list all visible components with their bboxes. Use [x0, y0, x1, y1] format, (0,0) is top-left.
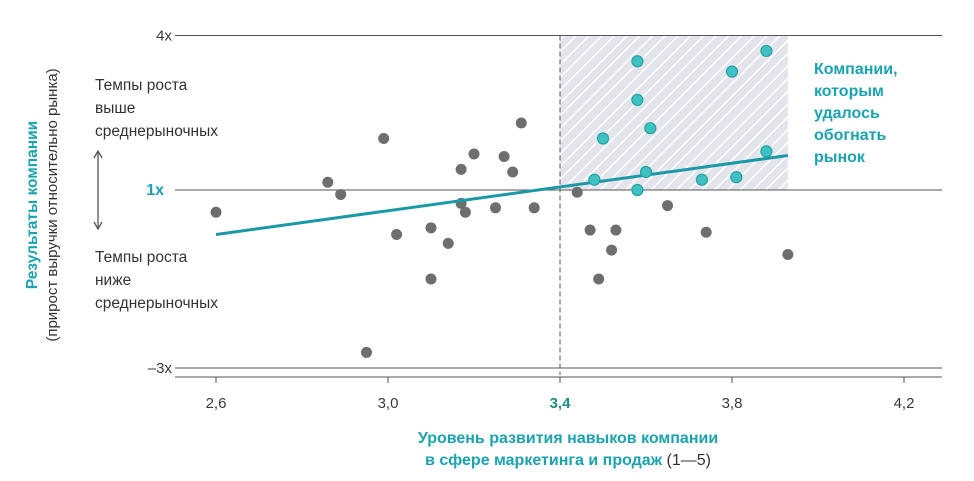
- data-point: [593, 273, 605, 285]
- y-tick-label: –3x: [148, 360, 173, 377]
- data-point: [528, 202, 540, 214]
- y-axis-subtitle: (прирост выручки относительно рынка): [44, 68, 61, 341]
- callout-line: рынок: [814, 149, 866, 166]
- data-point: [662, 200, 673, 212]
- data-point: [631, 55, 644, 68]
- x-axis-title-text: в сфере маркетинга и продаж: [425, 452, 663, 469]
- y-tick-label: 1x: [146, 182, 164, 199]
- series-outperform-points: [588, 44, 773, 197]
- data-point: [391, 229, 403, 240]
- data-point: [210, 206, 222, 218]
- below-market-label: Темпы роста ниже среднерыночных: [95, 249, 218, 312]
- data-point: [695, 173, 709, 186]
- above-label-line: Темпы роста: [95, 77, 188, 94]
- below-label-line: среднерыночных: [95, 295, 218, 312]
- x-axis-title-line1: Уровень развития навыков компании: [418, 430, 718, 447]
- data-point: [515, 117, 527, 129]
- up-down-arrow-icon: [93, 149, 103, 231]
- data-point: [700, 226, 712, 238]
- x-ticks: 2,6 3,0 3,4 3,8 4,2: [206, 377, 915, 412]
- data-point: [459, 206, 471, 218]
- series-below-points: [210, 117, 794, 358]
- x-tick-label: 3,0: [378, 395, 399, 412]
- data-point: [596, 132, 610, 145]
- data-point: [498, 151, 510, 163]
- x-axis-unit: (1—5): [667, 452, 711, 469]
- data-point: [455, 163, 467, 175]
- data-point: [782, 249, 794, 261]
- data-point: [425, 222, 437, 234]
- above-label-line: среднерыночных: [95, 123, 218, 140]
- x-tick-label: 2,6: [206, 395, 227, 412]
- data-point: [322, 176, 334, 188]
- data-point: [490, 202, 501, 214]
- data-point: [725, 65, 739, 78]
- data-point: [631, 93, 644, 106]
- data-point: [730, 171, 743, 184]
- data-point: [571, 186, 583, 198]
- callout-line: которым: [814, 83, 884, 100]
- data-point: [606, 244, 618, 256]
- x-tick-label: 3,8: [722, 395, 743, 412]
- data-point: [588, 173, 601, 186]
- data-point: [644, 122, 657, 135]
- x-tick-label: 4,2: [894, 395, 915, 412]
- data-point: [760, 145, 773, 158]
- data-point: [631, 183, 644, 197]
- trend-line: [215, 154, 789, 236]
- data-point: [468, 148, 480, 160]
- outperform-callout: Компании, которым удалось обогнать рынок: [814, 61, 898, 166]
- x-tick-label: 3,4: [550, 395, 572, 412]
- y-axis-title: Результаты компании: [24, 121, 41, 289]
- y-ticks: 4x 1x –3x: [146, 28, 172, 378]
- above-market-label: Темпы роста выше среднерыночных: [95, 77, 218, 140]
- data-point: [610, 224, 622, 236]
- data-point: [378, 133, 390, 144]
- callout-line: обогнать: [814, 127, 886, 144]
- data-point: [584, 224, 596, 236]
- gridlines: [175, 35, 942, 369]
- outperform-region: [560, 35, 788, 190]
- data-point: [442, 237, 454, 249]
- above-label-line: выше: [95, 100, 135, 117]
- data-point: [507, 166, 519, 178]
- data-point: [760, 44, 773, 58]
- data-point: [361, 346, 372, 358]
- data-point: [639, 165, 653, 179]
- below-label-line: ниже: [95, 272, 131, 289]
- below-label-line: Темпы роста: [95, 249, 188, 266]
- data-point: [425, 273, 437, 285]
- y-tick-label: 4x: [156, 28, 172, 45]
- data-point: [335, 188, 347, 200]
- x-axis-title-line2: в сфере маркетинга и продаж (1—5): [425, 452, 711, 469]
- callout-line: удалось: [814, 105, 880, 122]
- callout-line: Компании,: [814, 61, 898, 78]
